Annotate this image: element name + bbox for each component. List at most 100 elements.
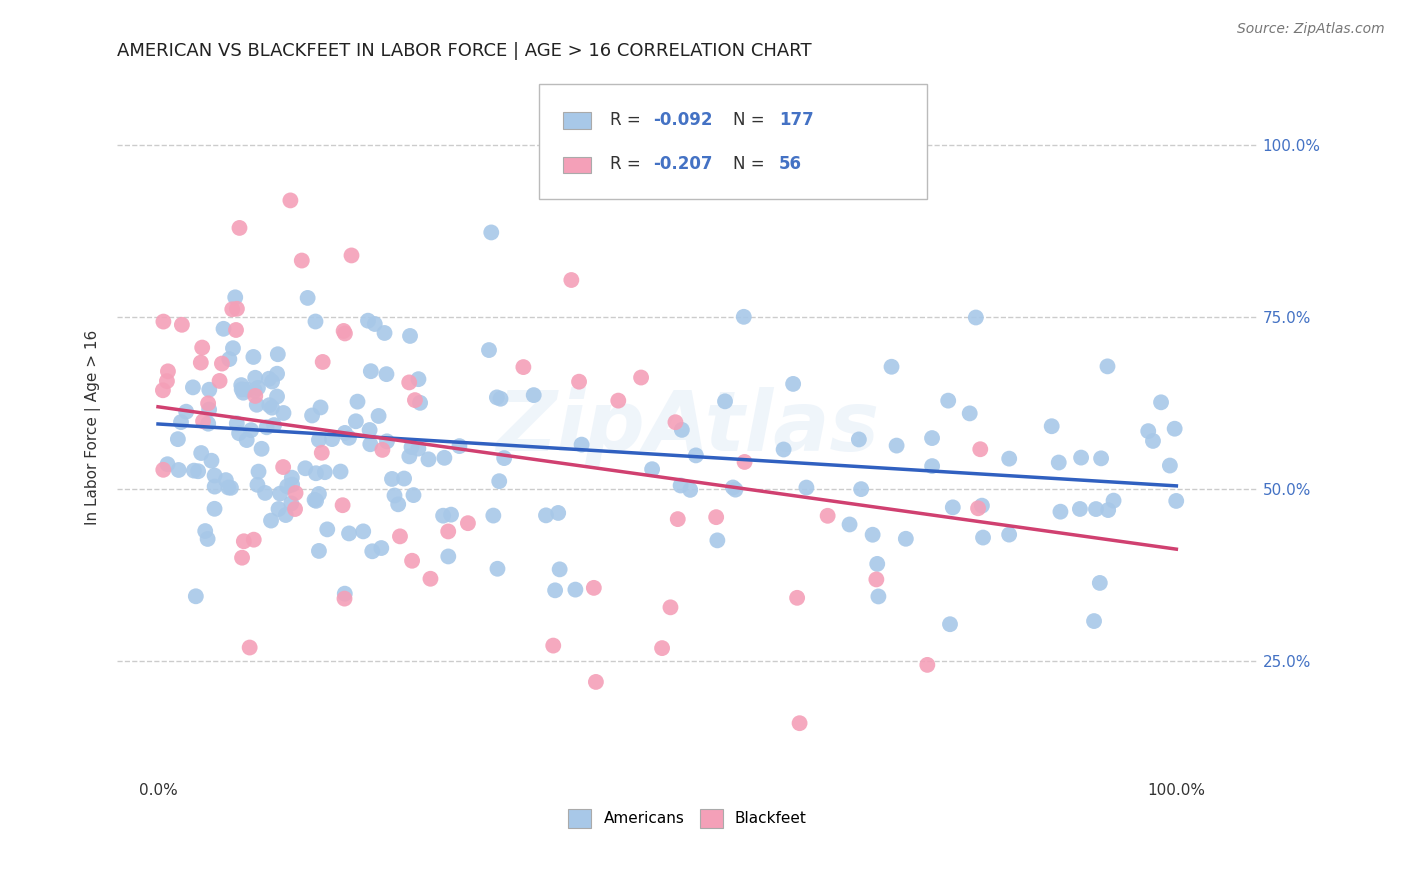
Point (936, 393, 959, 408)
Point (488, 474, 510, 488)
Point (641, 462, 664, 476)
Point (314, 465, 336, 479)
Point (242, 533, 264, 547)
Point (387, 497, 409, 511)
Point (449, 439, 471, 453)
Point (1163, 422, 1185, 436)
Point (284, 486, 307, 500)
Point (204, 501, 226, 516)
Point (886, 439, 908, 453)
Point (402, 488, 425, 502)
Point (399, 329, 422, 343)
Point (1085, 502, 1108, 516)
Point (408, 372, 430, 386)
Text: AMERICAN VS BLACKFEET IN LABOR FORCE | AGE > 16 CORRELATION CHART: AMERICAN VS BLACKFEET IN LABOR FORCE | A… (117, 42, 811, 60)
Point (392, 471, 415, 485)
Point (197, 417, 219, 431)
Point (917, 657, 939, 672)
Point (970, 499, 993, 513)
Point (333, 326, 356, 341)
Point (582, 581, 605, 595)
Point (267, 502, 290, 516)
Point (437, 524, 460, 539)
Point (231, 378, 253, 392)
Point (786, 591, 808, 605)
Point (211, 357, 233, 371)
Point (1102, 493, 1125, 508)
Point (1150, 395, 1173, 409)
Point (972, 531, 994, 545)
Point (301, 409, 323, 423)
Point (1137, 424, 1160, 438)
Point (1069, 502, 1091, 516)
Point (367, 409, 389, 423)
Point (246, 398, 269, 412)
Point (208, 374, 231, 388)
Point (321, 432, 343, 446)
Point (190, 356, 212, 370)
Point (375, 367, 398, 381)
Text: R =: R = (610, 155, 645, 173)
Point (894, 532, 917, 546)
Point (921, 431, 943, 445)
Point (440, 508, 463, 522)
Point (359, 423, 381, 437)
Point (232, 534, 254, 549)
Point (547, 506, 569, 520)
Point (679, 483, 702, 497)
Point (311, 446, 333, 460)
Point (489, 392, 512, 406)
Point (191, 414, 214, 428)
Point (316, 522, 339, 536)
Point (257, 372, 280, 386)
Point (152, 315, 174, 329)
Point (437, 549, 460, 564)
Point (284, 502, 307, 516)
Point (156, 374, 179, 388)
Point (246, 478, 269, 492)
Point (548, 562, 571, 576)
Point (245, 371, 267, 385)
Point (921, 459, 943, 474)
Point (1090, 451, 1112, 466)
Point (485, 390, 508, 404)
Point (352, 524, 374, 539)
Point (262, 375, 284, 389)
Point (1040, 419, 1063, 434)
Y-axis label: In Labor Force | Age > 16: In Labor Force | Age > 16 (86, 330, 101, 525)
Point (418, 452, 440, 467)
Point (170, 318, 193, 332)
Point (333, 425, 356, 440)
Point (838, 517, 860, 532)
Point (304, 492, 326, 507)
Point (263, 418, 285, 433)
Text: 177: 177 (779, 112, 814, 129)
Point (512, 360, 534, 375)
Point (240, 423, 263, 437)
Point (651, 641, 673, 656)
Point (344, 414, 367, 428)
Text: -0.207: -0.207 (654, 155, 713, 173)
Point (965, 310, 987, 325)
Point (772, 442, 794, 457)
Point (419, 572, 441, 586)
Point (494, 451, 516, 466)
Point (848, 433, 870, 447)
Point (564, 582, 586, 597)
Point (305, 493, 328, 508)
Point (782, 376, 804, 391)
Point (254, 486, 277, 500)
Point (204, 468, 226, 483)
Point (221, 302, 243, 317)
Point (217, 481, 239, 495)
Point (204, 480, 226, 494)
Point (215, 473, 238, 487)
Point (308, 544, 330, 558)
Point (721, 481, 744, 495)
Point (231, 383, 253, 397)
Point (959, 406, 981, 420)
Point (375, 434, 398, 449)
Point (1047, 456, 1070, 470)
Point (404, 393, 426, 408)
Point (381, 472, 404, 486)
